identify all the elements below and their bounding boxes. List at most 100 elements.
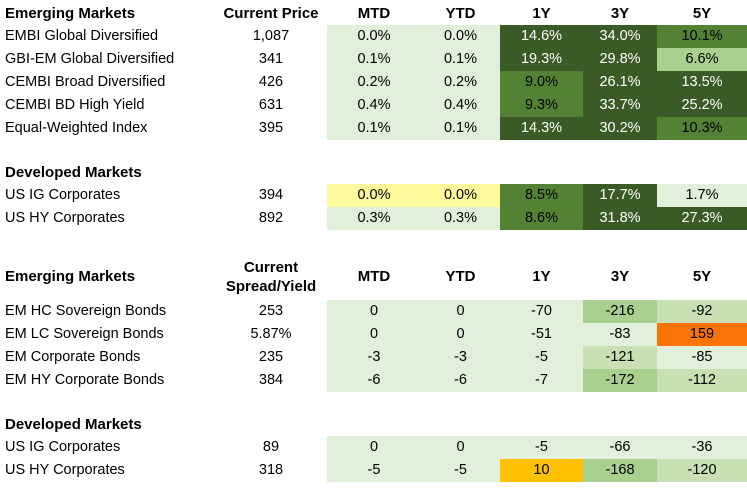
metric-cell[interactable]: -3	[327, 346, 421, 369]
metric-cell[interactable]: 0	[327, 300, 421, 323]
metric-cell[interactable]: 0.0%	[421, 184, 500, 207]
metric-cell[interactable]: 10.3%	[657, 117, 747, 140]
value-column-header[interactable]	[215, 413, 327, 436]
metric-cell[interactable]: 0.3%	[327, 207, 421, 230]
metric-cell[interactable]: 27.3%	[657, 207, 747, 230]
metric-cell[interactable]: 19.3%	[500, 48, 583, 71]
metric-cell[interactable]: -6	[327, 369, 421, 392]
metric-cell[interactable]: 0.0%	[327, 25, 421, 48]
row-label[interactable]: US IG Corporates	[5, 438, 121, 455]
value-cell[interactable]: 1,087	[252, 27, 290, 44]
metric-cell[interactable]: -5	[500, 436, 583, 459]
value-cell[interactable]: 384	[258, 371, 284, 388]
row-label[interactable]: EM HY Corporate Bonds	[5, 371, 165, 388]
metric-cell[interactable]: -112	[657, 369, 747, 392]
metric-cell[interactable]: 14.6%	[500, 25, 583, 48]
metric-cell[interactable]: -168	[583, 459, 657, 482]
row-label[interactable]: Equal-Weighted Index	[5, 119, 148, 136]
metric-cell[interactable]: 0.1%	[421, 117, 500, 140]
metric-cell[interactable]: 0.3%	[421, 207, 500, 230]
column-header[interactable]: MTD	[357, 268, 391, 286]
metric-cell[interactable]: 31.8%	[583, 207, 657, 230]
row-label[interactable]: US HY Corporates	[5, 209, 125, 226]
value-cell[interactable]: 253	[258, 302, 284, 319]
metric-cell[interactable]: -66	[583, 436, 657, 459]
column-header[interactable]: 3Y	[610, 4, 630, 22]
column-header[interactable]: 1Y	[532, 4, 551, 22]
metric-cell[interactable]: 0.4%	[421, 94, 500, 117]
column-header[interactable]: YTD	[445, 268, 476, 286]
column-header[interactable]	[657, 413, 747, 436]
section-title[interactable]: Developed Markets	[5, 415, 142, 433]
column-header[interactable]: 1Y	[532, 268, 551, 286]
value-cell[interactable]: 235	[258, 348, 284, 365]
metric-cell[interactable]: -216	[583, 300, 657, 323]
metric-cell[interactable]: 34.0%	[583, 25, 657, 48]
column-header[interactable]	[583, 161, 657, 184]
metric-cell[interactable]: 8.6%	[500, 207, 583, 230]
value-cell[interactable]: 394	[258, 186, 284, 203]
metric-cell[interactable]: -6	[421, 369, 500, 392]
value-cell[interactable]: 341	[258, 50, 284, 67]
metric-cell[interactable]: 0	[327, 436, 421, 459]
metric-cell[interactable]: 0	[421, 436, 500, 459]
metric-cell[interactable]: 10.1%	[657, 25, 747, 48]
metric-cell[interactable]: -85	[657, 346, 747, 369]
metric-cell[interactable]: -92	[657, 300, 747, 323]
column-header[interactable]: 5Y	[692, 4, 712, 22]
metric-cell[interactable]: 33.7%	[583, 94, 657, 117]
column-header[interactable]	[500, 413, 583, 436]
metric-cell[interactable]: -172	[583, 369, 657, 392]
column-header[interactable]: MTD	[357, 4, 391, 22]
value-cell[interactable]: 89	[262, 438, 280, 455]
metric-cell[interactable]: 0.2%	[327, 71, 421, 94]
value-column-header[interactable]: Current Spread/Yield	[225, 258, 317, 296]
metric-cell[interactable]: -120	[657, 459, 747, 482]
metric-cell[interactable]: -83	[583, 323, 657, 346]
value-column-header[interactable]	[215, 161, 327, 184]
row-label[interactable]: CEMBI BD High Yield	[5, 96, 145, 113]
row-label[interactable]: EM HC Sovereign Bonds	[5, 302, 167, 319]
metric-cell[interactable]: 0	[421, 300, 500, 323]
value-cell[interactable]: 892	[258, 209, 284, 226]
metric-cell[interactable]: 0.4%	[327, 94, 421, 117]
row-label[interactable]: GBI-EM Global Diversified	[5, 50, 175, 67]
metric-cell[interactable]: 0.1%	[327, 48, 421, 71]
column-header[interactable]	[327, 413, 421, 436]
value-cell[interactable]: 631	[258, 96, 284, 113]
metric-cell[interactable]: 0.1%	[327, 117, 421, 140]
row-label[interactable]: CEMBI Broad Diversified	[5, 73, 166, 90]
metric-cell[interactable]: 1.7%	[657, 184, 747, 207]
value-cell[interactable]: 5.87%	[250, 325, 292, 342]
metric-cell[interactable]: 0.1%	[421, 48, 500, 71]
column-header[interactable]	[500, 161, 583, 184]
column-header[interactable]	[657, 161, 747, 184]
metric-cell[interactable]: 0.2%	[421, 71, 500, 94]
metric-cell[interactable]: 0.0%	[327, 184, 421, 207]
metric-cell[interactable]: 9.0%	[500, 71, 583, 94]
metric-cell[interactable]: 9.3%	[500, 94, 583, 117]
metric-cell[interactable]: 0	[421, 323, 500, 346]
metric-cell[interactable]: -7	[500, 369, 583, 392]
metric-cell[interactable]: -5	[327, 459, 421, 482]
metric-cell[interactable]: 0.0%	[421, 25, 500, 48]
metric-cell[interactable]: 17.7%	[583, 184, 657, 207]
metric-cell[interactable]: -70	[500, 300, 583, 323]
metric-cell[interactable]: 8.5%	[500, 184, 583, 207]
metric-cell[interactable]: 0	[327, 323, 421, 346]
metric-cell[interactable]: -121	[583, 346, 657, 369]
column-header[interactable]: YTD	[445, 4, 476, 22]
metric-cell[interactable]: 13.5%	[657, 71, 747, 94]
metric-cell[interactable]: -5	[421, 459, 500, 482]
column-header[interactable]	[327, 161, 421, 184]
metric-cell[interactable]: 29.8%	[583, 48, 657, 71]
metric-cell[interactable]: -5	[500, 346, 583, 369]
column-header[interactable]	[421, 413, 500, 436]
row-label[interactable]: US HY Corporates	[5, 461, 125, 478]
section-title[interactable]: Emerging Markets	[5, 4, 136, 22]
value-cell[interactable]: 426	[258, 73, 284, 90]
metric-cell[interactable]: 25.2%	[657, 94, 747, 117]
value-cell[interactable]: 318	[258, 461, 284, 478]
metric-cell[interactable]: 159	[657, 323, 747, 346]
metric-cell[interactable]: -51	[500, 323, 583, 346]
